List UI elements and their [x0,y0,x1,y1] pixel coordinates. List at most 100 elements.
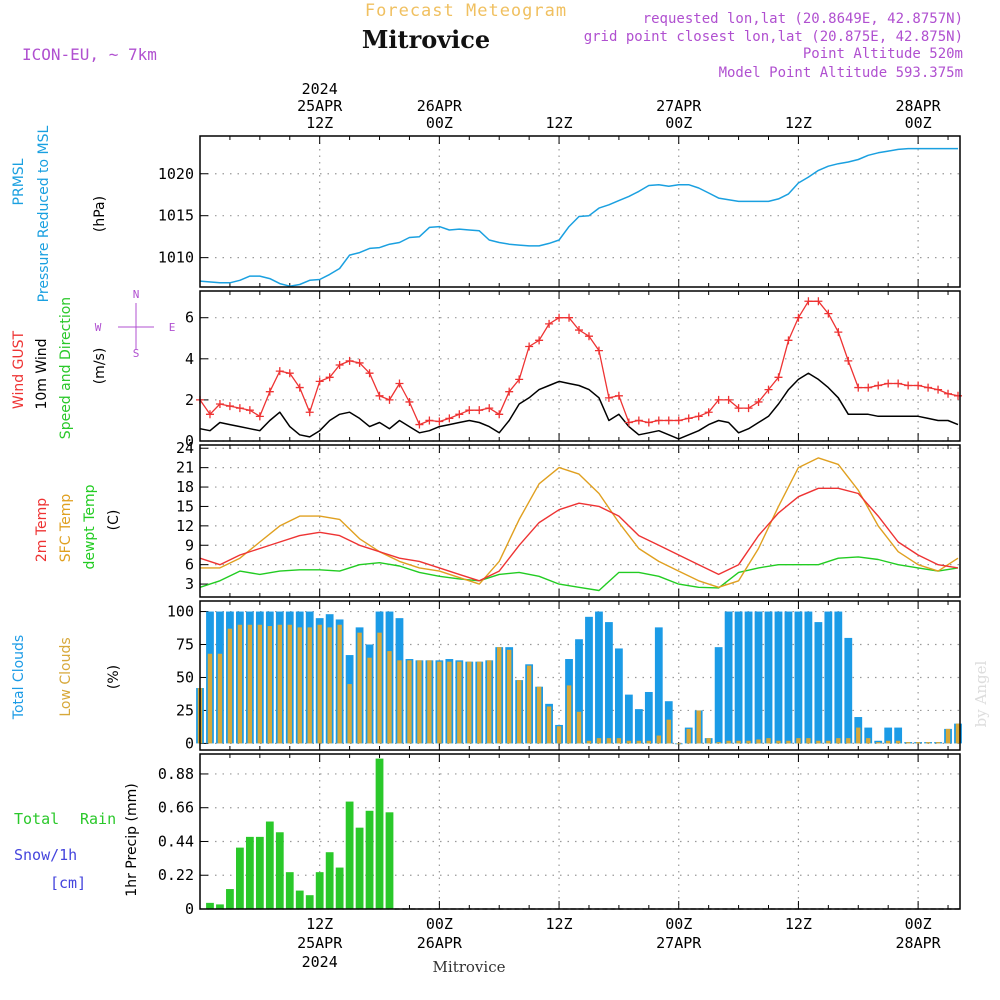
bottom-time-label: 00Z [665,915,692,933]
y-tick-label: 100 [167,603,194,621]
low-cloud-bar [297,627,302,744]
total-cloud-bar [595,611,603,744]
gust-marker [754,397,763,406]
location-title: Mitrovice [362,25,490,54]
product-title: Forecast Meteogram [365,1,567,21]
low-cloud-bar [447,661,452,744]
gust-marker [804,297,813,306]
gust-marker [724,395,733,404]
low-cloud-bar [706,738,711,744]
bottom-time-label: 12Z [546,915,573,933]
low-cloud-bar [736,740,741,744]
low-cloud-bar [457,661,462,744]
gust-marker [235,404,244,413]
gust-marker [584,332,593,341]
low-cloud-bar [576,711,582,744]
gust-marker [904,381,913,390]
gust-marker [614,391,623,400]
low-cloud-bar [257,624,263,744]
low-cloud-bar [546,706,552,744]
top-time-label: 28APR [896,97,942,115]
low-cloud-bar [247,624,253,744]
gust-marker [894,379,903,388]
low-cloud-bar [905,742,911,744]
panel-frame [199,753,961,910]
total-cloud-bar [605,622,613,744]
low-cloud-bar [686,728,691,744]
low-cloud-bar [925,742,931,744]
low-cloud-bar [886,740,891,744]
low-cloud-bar [507,649,512,744]
model-altitude: Model Point Altitude 593.375m [719,65,963,81]
low-cloud-bar [866,738,871,744]
low-cloud-bar [856,727,861,744]
low-cloud-bar [935,742,941,744]
sfc-temp-line [200,457,959,588]
gust-marker [664,416,673,425]
y-tick-label: 0 [185,900,194,918]
gust-marker [535,336,544,345]
low-cloud-bar [826,740,831,744]
rain-bar [236,847,244,909]
rain-bar [385,812,394,909]
low-cloud-bar [477,661,482,744]
y-tick-label: 6 [185,309,194,327]
precip-panel: 0 0.22 0.44 0.66 0.88 [158,753,961,918]
prmsl-label: PRMSL [11,158,27,205]
low-cloud-bar [656,735,661,744]
y-tick-label: 21 [176,459,194,477]
pressure-unit: (hPa) [92,196,108,232]
gust-marker [784,336,793,345]
bottom-time-label: 27APR [656,934,702,952]
gust-marker [854,383,863,392]
cloud-unit: (%) [106,665,122,689]
gust-marker [714,395,723,404]
t2m-line [199,487,959,582]
pressure-panel: 1010 1015 1020 [158,135,961,288]
total-cloud-bar [585,616,593,744]
gust-marker [345,356,354,365]
bottom-time-label: 00Z [426,915,453,933]
pressure-msl-label: Pressure Reduced to MSL [36,125,52,302]
low-cloud-bar [227,628,233,744]
gust-marker [824,309,833,318]
y-tick-label: 0.22 [158,866,194,884]
low-cloud-bar [556,726,562,744]
low-cloud-bar [586,740,592,744]
total-cloud-bar [774,611,783,744]
low-cloud-bar [337,624,342,744]
top-time-label: 2024 [302,80,338,98]
y-tick-label: 1015 [158,207,194,225]
panel-frame [199,135,961,288]
y-tick-label: 0.66 [158,799,194,817]
low-cloud-bar [497,647,502,744]
gust-marker [525,342,534,351]
y-tick-label: 50 [176,668,194,686]
top-time-label: 12Z [785,114,812,132]
rain-bar [345,801,354,909]
top-time-label: 25APR [297,97,343,115]
low-cloud-bar [417,660,422,744]
gust-marker [505,387,514,396]
low-cloud-bar [626,740,632,744]
bottom-time-label: 00Z [905,915,932,933]
low-cloud-bar [287,624,292,744]
gust-label: Wind GUST [11,330,27,409]
low-cloud-bar [327,627,332,744]
low-cloud-bar [895,740,901,744]
low-cloud-bar [696,710,701,744]
top-time-label: 27APR [656,97,702,115]
total-cloud-bar [894,727,903,744]
rain-bar [216,904,224,909]
gust-marker [844,356,853,365]
gust-marker [934,385,943,394]
compass-e: E [169,321,176,334]
rain-bar [365,810,374,909]
y-tick-label: 15 [176,497,194,515]
total-cloud-bar [824,611,833,744]
rain-bar [265,821,274,909]
low-cloud-bar [636,740,642,744]
low-cloud-bar [945,728,951,744]
top-time-label: 12Z [546,114,573,132]
wind-panel: 0 2 4 6 [185,290,963,450]
